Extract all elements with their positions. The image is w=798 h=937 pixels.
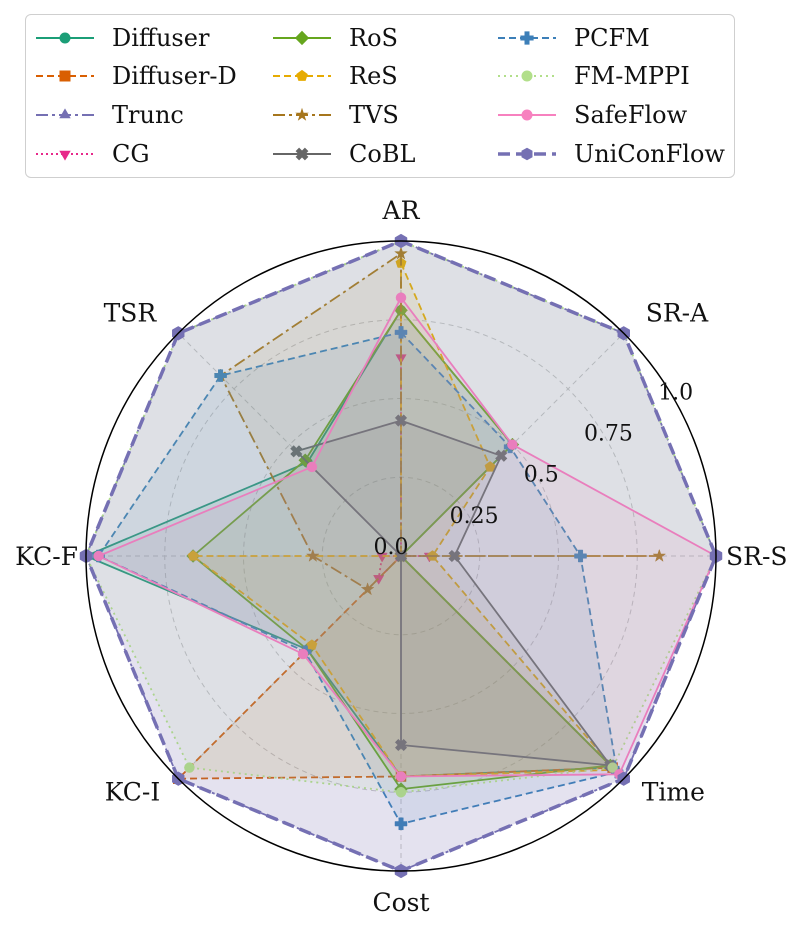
legend-swatch — [498, 147, 556, 161]
grid-spoke — [177, 332, 402, 557]
legend-label: Diffuser-D — [112, 62, 237, 90]
data-point — [607, 762, 618, 773]
legend-swatch — [498, 70, 556, 82]
data-point — [394, 414, 408, 427]
axis-label-kc-i: KC-I — [105, 778, 160, 807]
axis-label-sr-s: SR-S — [726, 542, 788, 571]
legend-item-fm-mppi: FM-MPPI — [496, 61, 690, 91]
data-point — [395, 787, 407, 798]
outer-ring — [85, 240, 717, 872]
legend-swatch — [273, 69, 331, 81]
axis-label-tsr: TSR — [104, 298, 158, 327]
legend-label: Trunc — [112, 101, 184, 129]
data-point — [394, 817, 408, 831]
data-point — [394, 326, 408, 339]
series-area — [220, 253, 660, 590]
legend-item-safeflow: SafeFlow — [496, 100, 687, 130]
data-point — [290, 445, 303, 458]
legend-item-diffuser-d: Diffuser-D — [34, 61, 237, 91]
legend-swatch — [36, 108, 94, 119]
legend-item-cg: CG — [34, 139, 150, 169]
data-point — [448, 549, 461, 563]
data-point — [395, 292, 407, 303]
axis-label-ar: AR — [382, 196, 421, 225]
series-area — [86, 241, 716, 871]
axis-label-time: Time — [642, 778, 705, 807]
radial-tick-label: 0.5 — [524, 463, 559, 488]
series-area — [193, 263, 615, 777]
legend-item-pcfm: PCFM — [496, 23, 650, 53]
series-area — [98, 297, 717, 777]
data-point — [394, 246, 408, 260]
legend-swatch — [273, 107, 331, 121]
legend-swatch — [498, 31, 556, 45]
legend-swatch — [273, 147, 331, 161]
data-point — [305, 548, 320, 562]
data-point — [306, 639, 318, 650]
series-area — [296, 420, 611, 766]
legend-swatch — [273, 30, 331, 46]
series-line — [192, 262, 616, 778]
axis-label-cost: Cost — [372, 888, 429, 917]
series-area — [178, 556, 613, 779]
data-point — [184, 762, 195, 773]
legend-item-res: ReS — [271, 61, 398, 91]
series-area — [86, 310, 613, 777]
legend-label: RoS — [349, 24, 398, 52]
radial-tick-label: 0.25 — [450, 504, 499, 529]
legend-label: ReS — [349, 62, 398, 90]
data-point — [297, 648, 309, 660]
legend-label: PCFM — [574, 24, 650, 52]
legend-item-trunc: Trunc — [34, 100, 184, 130]
legend-item-diffuser: Diffuser — [34, 23, 209, 53]
legend-label: CG — [112, 140, 150, 168]
series-safeflow — [93, 292, 722, 782]
data-point — [484, 461, 496, 472]
series-line — [219, 252, 661, 591]
data-point — [214, 369, 227, 382]
data-point — [187, 550, 199, 561]
data-point — [507, 439, 518, 450]
axis-label-sr-a: SR-A — [646, 298, 709, 327]
data-point — [360, 582, 375, 596]
legend-label: CoBL — [349, 140, 416, 168]
radial-tick-label: 1.0 — [658, 380, 693, 405]
legend-item-uniconflow: UniConFlow — [496, 139, 725, 169]
chart-legend: Diffuser Diffuser-D Trunc CG RoS ReS TVS CoBL PC… — [25, 14, 735, 178]
legend-label: FM-MPPI — [574, 62, 690, 90]
data-point — [495, 449, 508, 462]
legend-item-ros: RoS — [271, 23, 398, 53]
axis-label-kc-f: KC-F — [15, 542, 78, 571]
series-res — [187, 257, 621, 782]
legend-item-tvs: TVS — [271, 100, 399, 130]
radial-tick-label: 0.0 — [374, 535, 409, 560]
data-point — [574, 549, 587, 563]
legend-swatch — [36, 32, 94, 44]
legend-swatch — [498, 109, 556, 121]
legend-label: Diffuser — [112, 24, 210, 52]
data-point — [394, 738, 408, 752]
legend-swatch — [36, 70, 94, 82]
data-point — [93, 550, 104, 562]
data-point — [394, 549, 408, 563]
legend-item-cobl: CoBL — [271, 139, 415, 169]
legend-label: TVS — [349, 101, 399, 129]
legend-swatch — [36, 150, 94, 161]
data-point — [652, 548, 667, 562]
series-area — [98, 332, 618, 824]
series-area — [86, 241, 716, 793]
legend-label: UniConFlow — [574, 140, 725, 168]
data-point — [306, 461, 318, 473]
legend-label: SafeFlow — [574, 101, 688, 129]
data-point — [395, 771, 407, 782]
radial-tick-label: 0.75 — [584, 422, 633, 447]
